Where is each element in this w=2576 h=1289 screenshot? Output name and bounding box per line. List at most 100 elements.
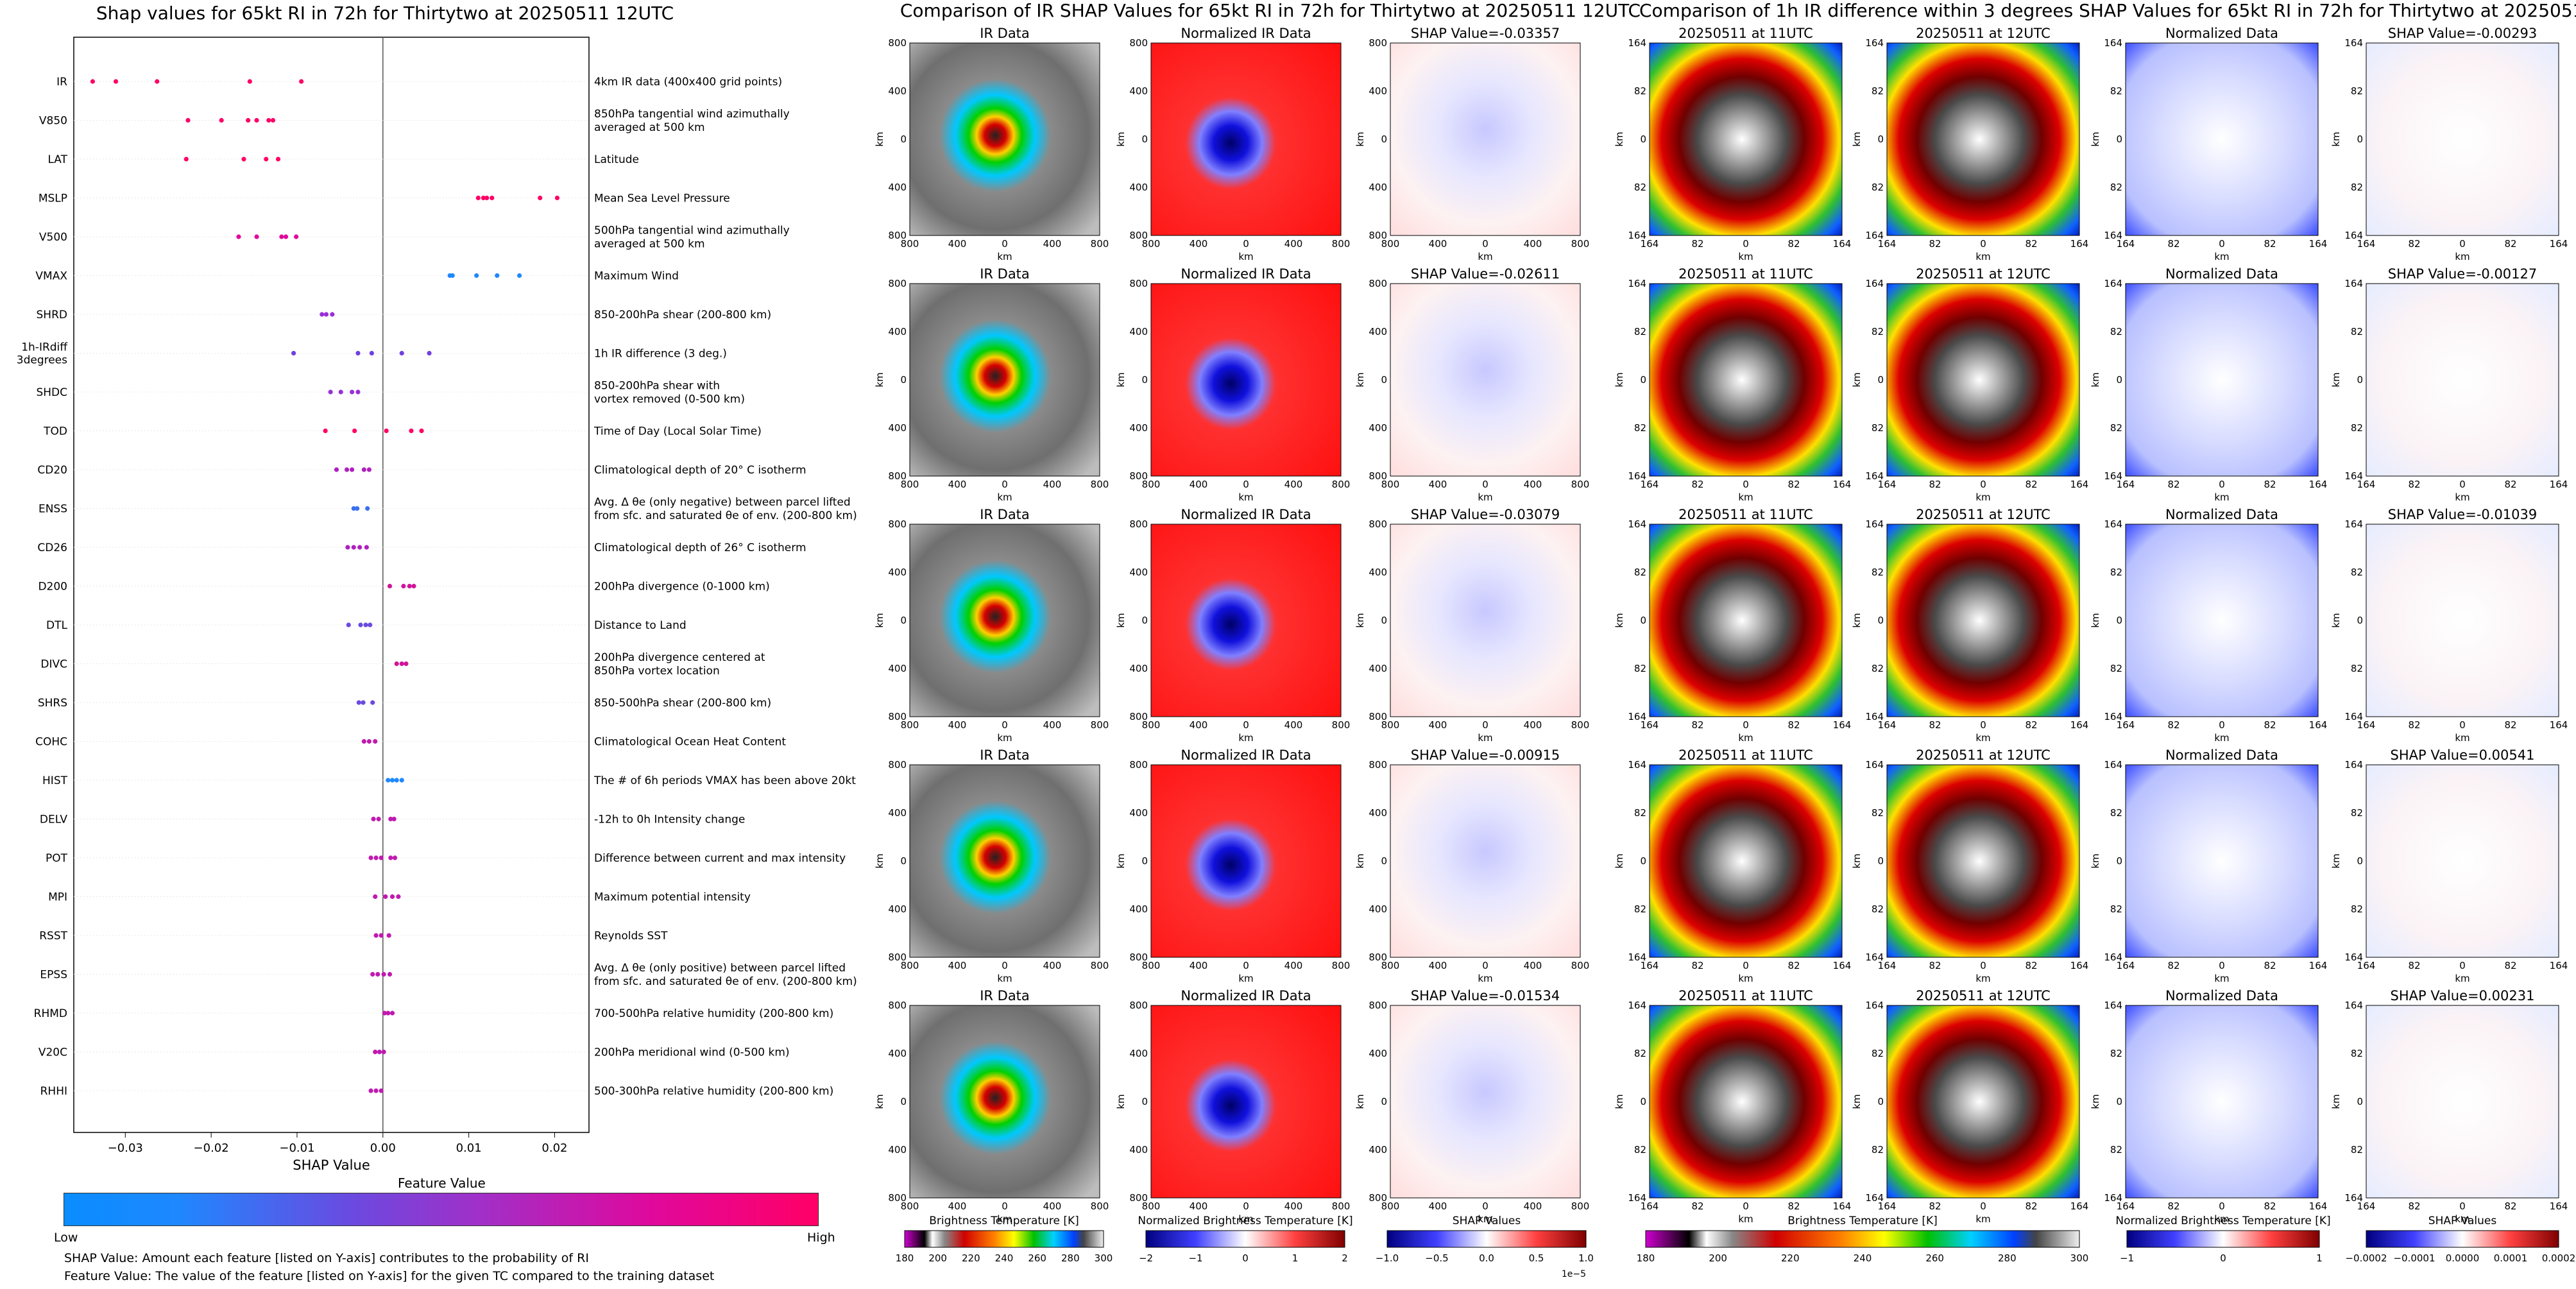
x-tick-label: 800	[1142, 1200, 1161, 1212]
y-axis-label: km	[2330, 1094, 2342, 1109]
shap-point	[283, 234, 289, 239]
x-tick-label: 0	[1243, 719, 1249, 731]
x-tick-label: 0	[1980, 238, 1986, 250]
x-axis-label: km	[1238, 1213, 1253, 1225]
y-tick-label: 82	[2110, 1048, 2122, 1059]
y-tick-label: 164	[2104, 470, 2122, 482]
x-tick-label: 400	[1429, 960, 1447, 971]
x-tick-label: 82	[2025, 719, 2037, 731]
x-tick-label: 800	[901, 479, 919, 490]
panel-image	[1649, 1005, 1843, 1199]
y-tick-label: 164	[2344, 470, 2363, 482]
y-tick-label: 0	[1640, 855, 1646, 867]
y-tick-label: 800	[1129, 711, 1148, 722]
shap-point	[387, 971, 393, 977]
y-tick-label: 82	[2351, 422, 2363, 434]
x-tick-label: 400	[1043, 1200, 1062, 1212]
shap-point	[266, 117, 271, 123]
y-axis-label: km	[874, 853, 885, 868]
x-tick-label: 164	[2309, 1200, 2328, 1212]
x-axis-label: km	[1478, 251, 1492, 262]
feature-description-label: The # of 6h periods VMAX has been above …	[593, 774, 856, 787]
y-tick-label: 0	[1640, 374, 1646, 386]
y-tick-label: 82	[2351, 326, 2363, 337]
shap-point	[219, 117, 224, 123]
feature-description-label: 850-500hPa shear (200-800 km)	[594, 697, 771, 710]
colorbar-tick-label: 0.5	[1529, 1252, 1544, 1264]
x-tick-label: 0	[1980, 960, 1986, 971]
x-axis-label: km	[1975, 491, 1990, 503]
y-axis-label: km	[874, 613, 885, 627]
colorbar-label: Normalized Brightness Temperature [K]	[2115, 1215, 2330, 1227]
x-axis-label: km	[1478, 491, 1492, 503]
shap-point	[351, 506, 356, 511]
shap-point	[407, 583, 412, 589]
feature-name-label: RSST	[39, 930, 67, 943]
shap-point	[388, 855, 393, 860]
panel-image	[1390, 283, 1581, 477]
feature-name-label: VMAX	[35, 270, 67, 283]
y-tick-label: 400	[1129, 182, 1148, 193]
shap-point	[350, 389, 355, 395]
shap-point	[386, 933, 391, 938]
panel-title: IR Data	[980, 507, 1030, 522]
x-tick-label: 82	[2167, 479, 2179, 490]
y-tick-label: 400	[1129, 567, 1148, 578]
y-tick-label: 400	[1129, 326, 1148, 337]
feature-name-label: LAT	[47, 153, 67, 166]
y-tick-label: 0	[1141, 615, 1148, 626]
x-tick-label: 164	[2357, 1200, 2376, 1212]
y-tick-label: 164	[1865, 278, 1884, 289]
shap-point	[475, 195, 481, 201]
y-tick-label: 82	[2351, 567, 2363, 578]
shap-point	[356, 700, 361, 705]
shap-point	[338, 389, 343, 395]
shap-point	[254, 234, 259, 239]
x-axis-label: SHAP Value	[293, 1157, 370, 1173]
shap-point	[373, 855, 379, 860]
x-tick-label: 0	[2219, 1200, 2225, 1212]
y-tick-label: 800	[888, 952, 907, 963]
y-axis-label: km	[2090, 372, 2101, 387]
y-tick-label: 164	[2104, 1000, 2122, 1011]
x-tick-label: 164	[1641, 238, 1659, 250]
panel-title: 20250511 at 11UTC	[1678, 266, 1813, 282]
shap-point	[368, 855, 373, 860]
y-tick-label: 0	[2357, 1096, 2363, 1107]
x-axis-label: km	[1238, 251, 1253, 262]
x-tick-label: 0	[1482, 719, 1488, 731]
feature-name-label: DTL	[46, 619, 67, 632]
y-tick-label: 0	[900, 615, 907, 626]
y-tick-label: 164	[1628, 1000, 1646, 1011]
x-tick-label: 0	[2219, 238, 2225, 250]
feature-description-label: vortex removed (0-500 km)	[594, 393, 745, 406]
shap-point	[387, 583, 393, 589]
y-tick-label: 800	[1129, 518, 1148, 530]
y-tick-label: 800	[1369, 952, 1387, 963]
x-tick-label: 800	[1142, 719, 1161, 731]
x-tick-label: 800	[901, 960, 919, 971]
shap-point	[323, 428, 328, 434]
y-axis-label: km	[2330, 132, 2342, 146]
y-tick-label: 400	[888, 1144, 907, 1156]
colorbar-tick-label: 1.0	[1578, 1252, 1594, 1264]
x-tick-label: 82	[2264, 1200, 2276, 1212]
colorbar-tick-label: 300	[1095, 1252, 1113, 1264]
feature-description-label: Climatological depth of 26° C isotherm	[594, 542, 806, 554]
shap-point	[538, 195, 543, 201]
panel-image	[909, 524, 1100, 717]
colorbar-low-label: Low	[54, 1231, 78, 1245]
shap-point	[375, 971, 380, 977]
y-axis-label: km	[1115, 1094, 1127, 1109]
colorbar-tick-label: −0.0001	[2393, 1252, 2435, 1264]
shap-point	[409, 428, 414, 434]
panel-title: 20250511 at 12UTC	[1916, 266, 2051, 282]
panel-title: IR Data	[980, 266, 1030, 282]
colorbar-tick-label: 1	[1292, 1252, 1299, 1264]
panel-image	[2125, 764, 2319, 958]
x-tick-label: 82	[1787, 479, 1800, 490]
y-tick-label: 82	[1872, 903, 1884, 915]
